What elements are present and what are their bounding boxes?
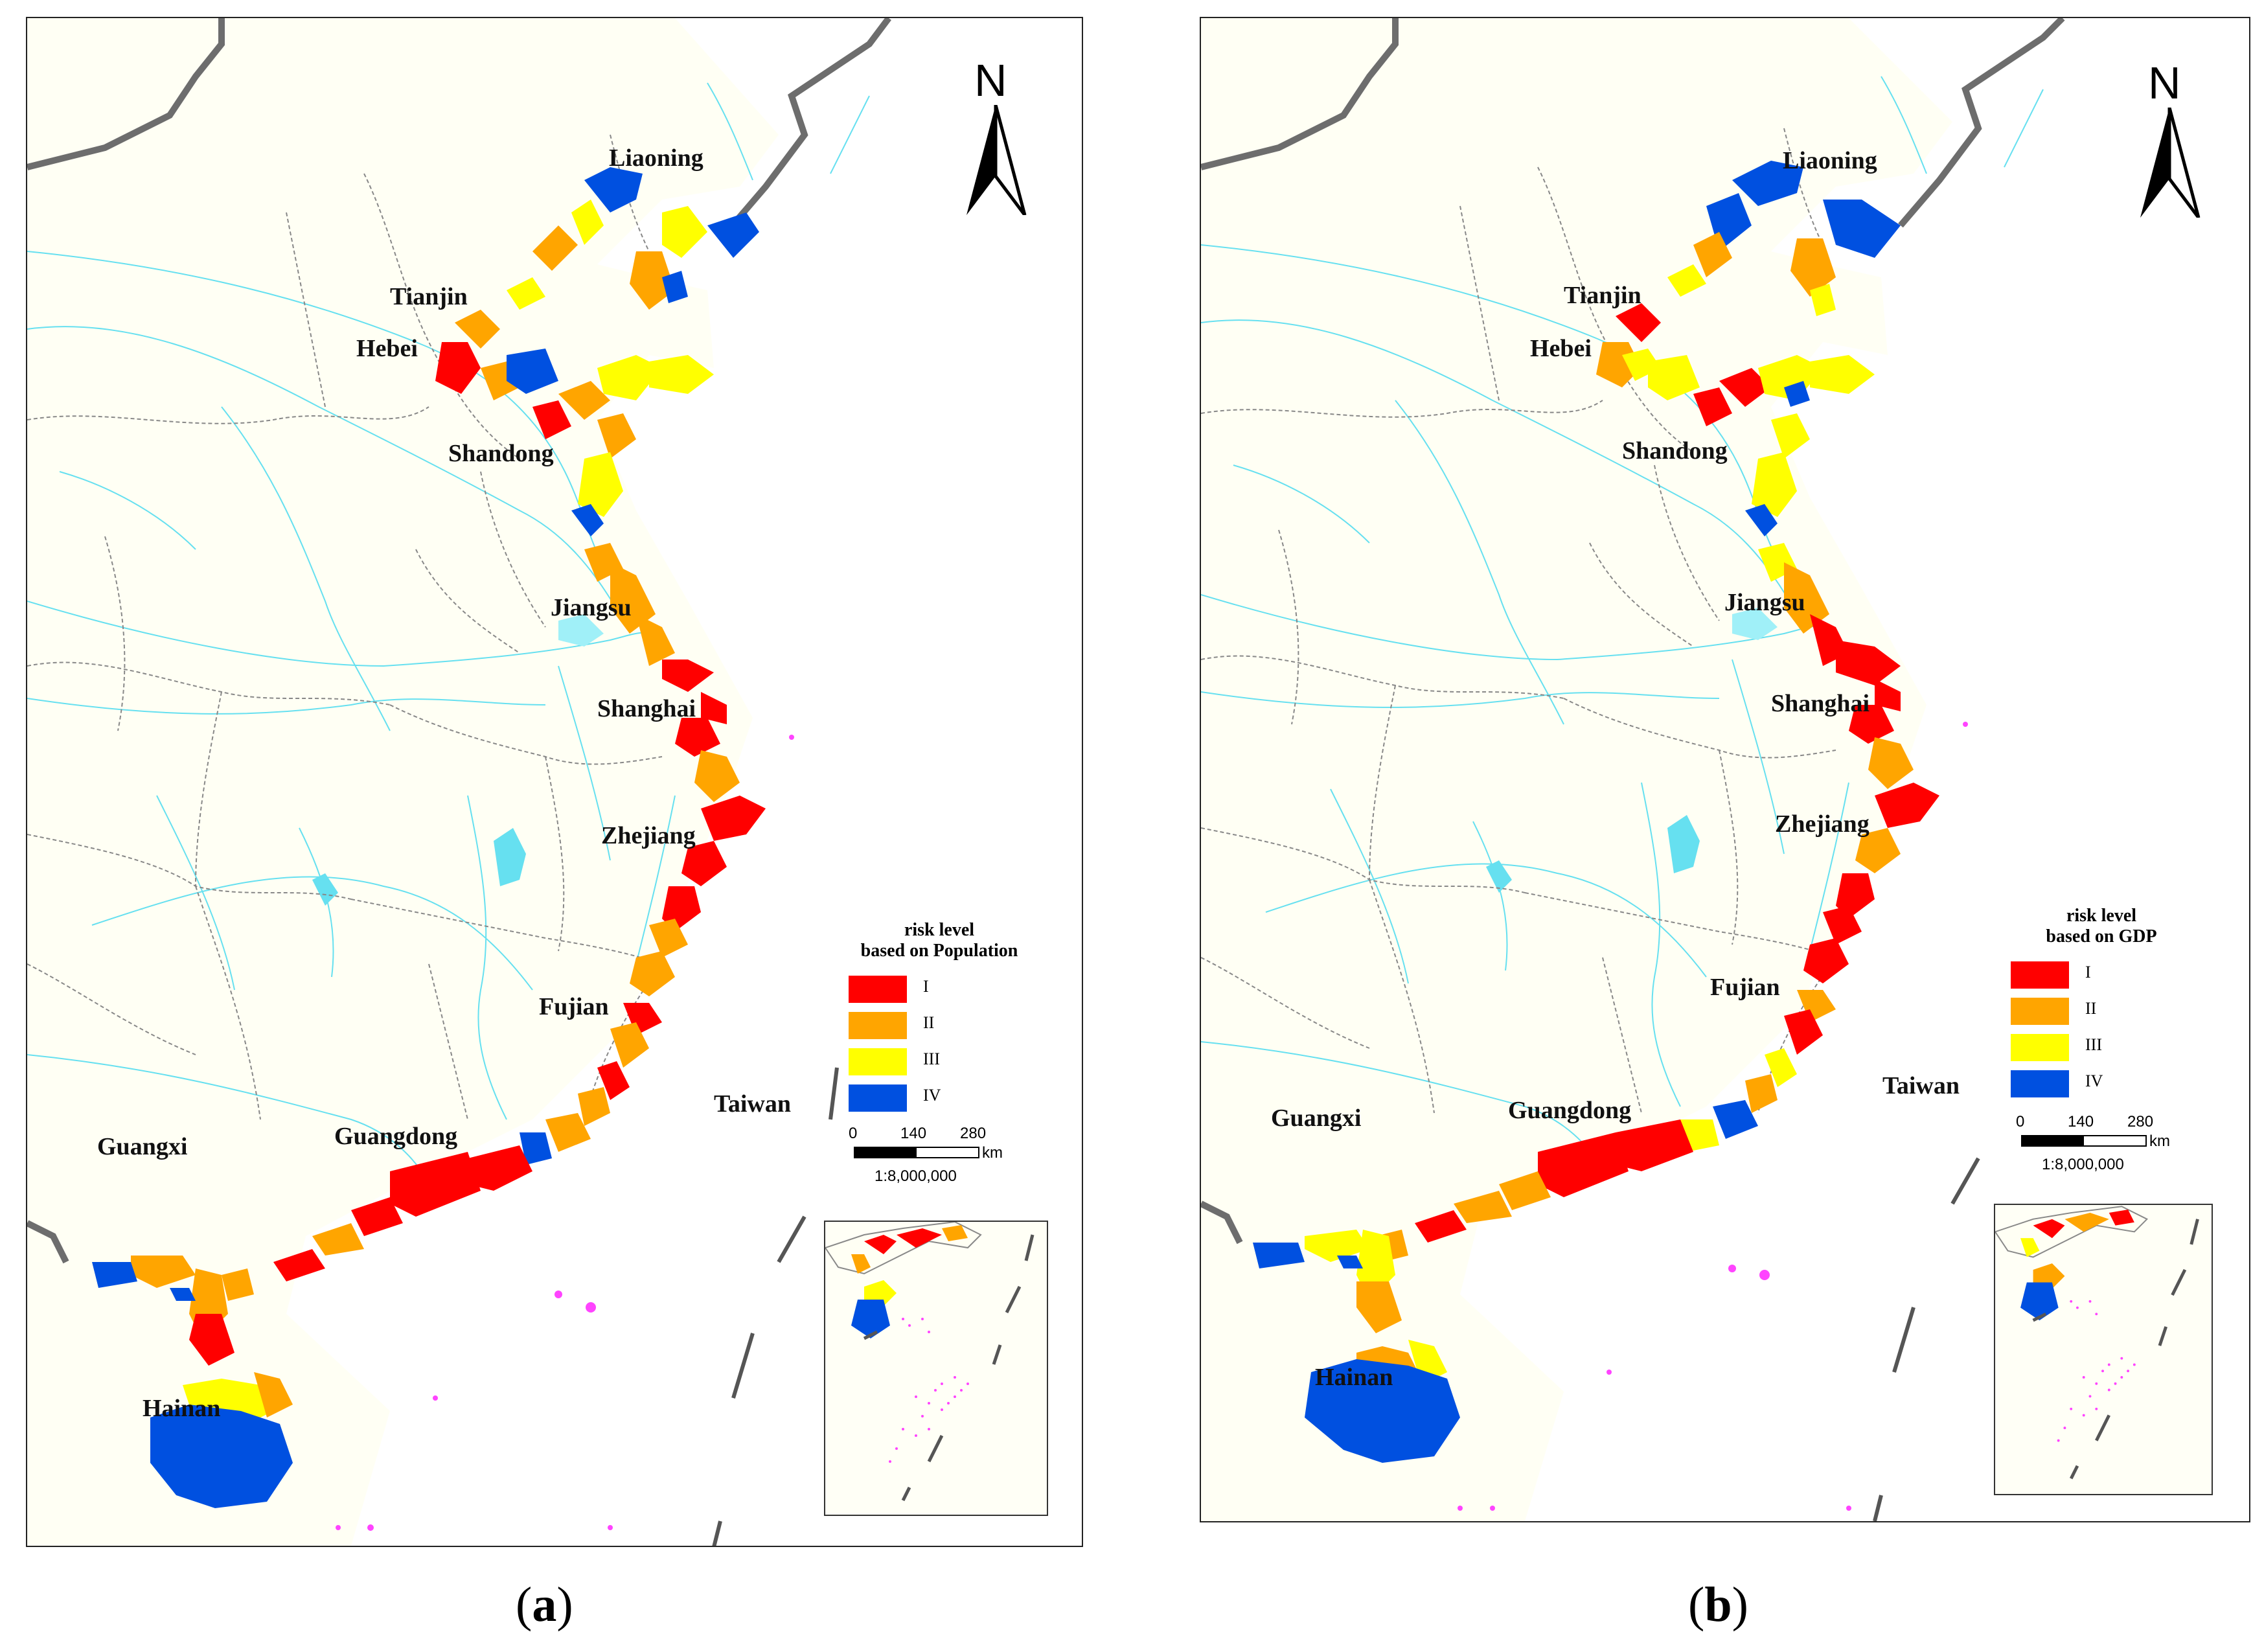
legend-item-III: III (823, 1043, 1056, 1079)
scale-unit: km (2149, 1132, 2170, 1150)
legend-title-line2: based on GDP (2046, 926, 2157, 946)
legend-item-II: II (823, 1007, 1056, 1043)
scale-unit: km (982, 1144, 1003, 1162)
legend-swatch (2011, 961, 2069, 989)
label-hebei: Hebei (356, 335, 418, 362)
label-jiangsu: Jiangsu (1724, 589, 1805, 616)
scale-tick: 280 (960, 1125, 987, 1142)
caption-letter: a (532, 1577, 557, 1632)
label-hebei: Hebei (1530, 335, 1592, 362)
label-taiwan: Taiwan (1882, 1072, 1960, 1099)
scale-ratio: 1:8,000,000 (875, 1167, 957, 1185)
legend-label: IV (923, 1086, 941, 1105)
risk-coast-a (92, 167, 766, 1508)
label-shanghai: Shanghai (597, 695, 696, 722)
map-panel-b: Liaoning Tianjin Hebei Shandong Jiangsu … (1200, 17, 2250, 1522)
legend-item-IV: IV (1985, 1065, 2218, 1101)
legend-label: II (2085, 999, 2097, 1018)
label-guangxi: Guangxi (97, 1133, 188, 1160)
label-zhejiang: Zhejiang (1775, 810, 1870, 838)
legend-swatch (849, 976, 907, 1003)
scale-bar-b: 0 140 280 km 1:8,000,000 (2016, 1113, 2184, 1184)
legend-label: IV (2085, 1072, 2103, 1090)
legend-label: II (923, 1013, 935, 1032)
legend-item-IV: IV (823, 1079, 1056, 1116)
north-arrow-icon (2140, 108, 2201, 218)
scale-tick: 140 (900, 1125, 927, 1142)
legend-label: I (2085, 963, 2091, 981)
legend-swatch (2011, 1070, 2069, 1097)
label-guangxi: Guangxi (1271, 1105, 1362, 1132)
label-shanghai: Shanghai (1771, 690, 1870, 717)
label-shandong: Shandong (448, 440, 554, 467)
label-hainan: Hainan (143, 1395, 221, 1422)
label-liaoning: Liaoning (1783, 147, 1877, 174)
legend-title-line1: risk level (2066, 906, 2137, 926)
label-tianjin: Tianjin (390, 283, 468, 310)
legend-swatch (849, 1084, 907, 1112)
label-taiwan: Taiwan (714, 1090, 791, 1118)
north-letter: N (974, 55, 1007, 106)
caption-letter: b (1704, 1577, 1732, 1632)
legend-swatch (2011, 1034, 2069, 1061)
label-tianjin: Tianjin (1564, 282, 1641, 309)
legend-item-I: I (823, 970, 1056, 1007)
label-shandong: Shandong (1622, 437, 1728, 465)
north-arrow-a: N (960, 54, 1038, 223)
north-arrow-icon (966, 105, 1027, 215)
label-fujian: Fujian (1710, 974, 1780, 1001)
legend-title-line1: risk level (904, 920, 975, 940)
label-zhejiang: Zhejiang (601, 822, 696, 849)
scale-tick: 0 (2016, 1113, 2025, 1130)
scale-ratio: 1:8,000,000 (2042, 1156, 2124, 1173)
legend-label: III (2085, 1035, 2102, 1054)
province-borders-a (27, 134, 663, 1120)
scale-tick: 280 (2127, 1113, 2154, 1130)
map-panel-a: Liaoning Tianjin Hebei Shandong Jiangsu … (26, 17, 1083, 1547)
label-liaoning: Liaoning (609, 144, 703, 172)
scale-tick: 140 (2068, 1113, 2094, 1130)
risk-coast-b (1253, 161, 1939, 1463)
scale-bar-a: 0 140 280 km 1:8,000,000 (849, 1125, 1017, 1196)
label-guangdong: Guangdong (334, 1123, 458, 1150)
inset-map-a (824, 1221, 1048, 1516)
label-fujian: Fujian (539, 993, 609, 1020)
label-jiangsu: Jiangsu (551, 594, 632, 621)
caption-a: (a) (516, 1577, 573, 1632)
legend-swatch (849, 1012, 907, 1039)
province-borders-b (1201, 128, 1836, 1114)
legend-item-III: III (1985, 1029, 2218, 1065)
north-arrow-b: N (2134, 57, 2212, 225)
legend-a: risk level based on Population I II III … (823, 920, 1056, 1116)
scale-tick: 0 (849, 1125, 858, 1142)
legend-item-I: I (1985, 956, 2218, 992)
legend-swatch (2011, 998, 2069, 1025)
base-map-a (27, 18, 1082, 1546)
rivers-b (1201, 76, 2044, 1172)
legend-label: I (923, 977, 929, 996)
legend-label: III (923, 1050, 940, 1068)
caption-b: (b) (1688, 1577, 1748, 1632)
legend-b: risk level based on GDP I II III IV (1985, 906, 2218, 1101)
north-letter: N (2148, 58, 2181, 108)
legend-item-II: II (1985, 992, 2218, 1029)
legend-swatch (849, 1048, 907, 1075)
legend-title-line2: based on Population (860, 941, 1018, 961)
label-guangdong: Guangdong (1508, 1097, 1632, 1124)
label-hainan: Hainan (1315, 1364, 1393, 1391)
inset-map-b (1994, 1204, 2213, 1495)
